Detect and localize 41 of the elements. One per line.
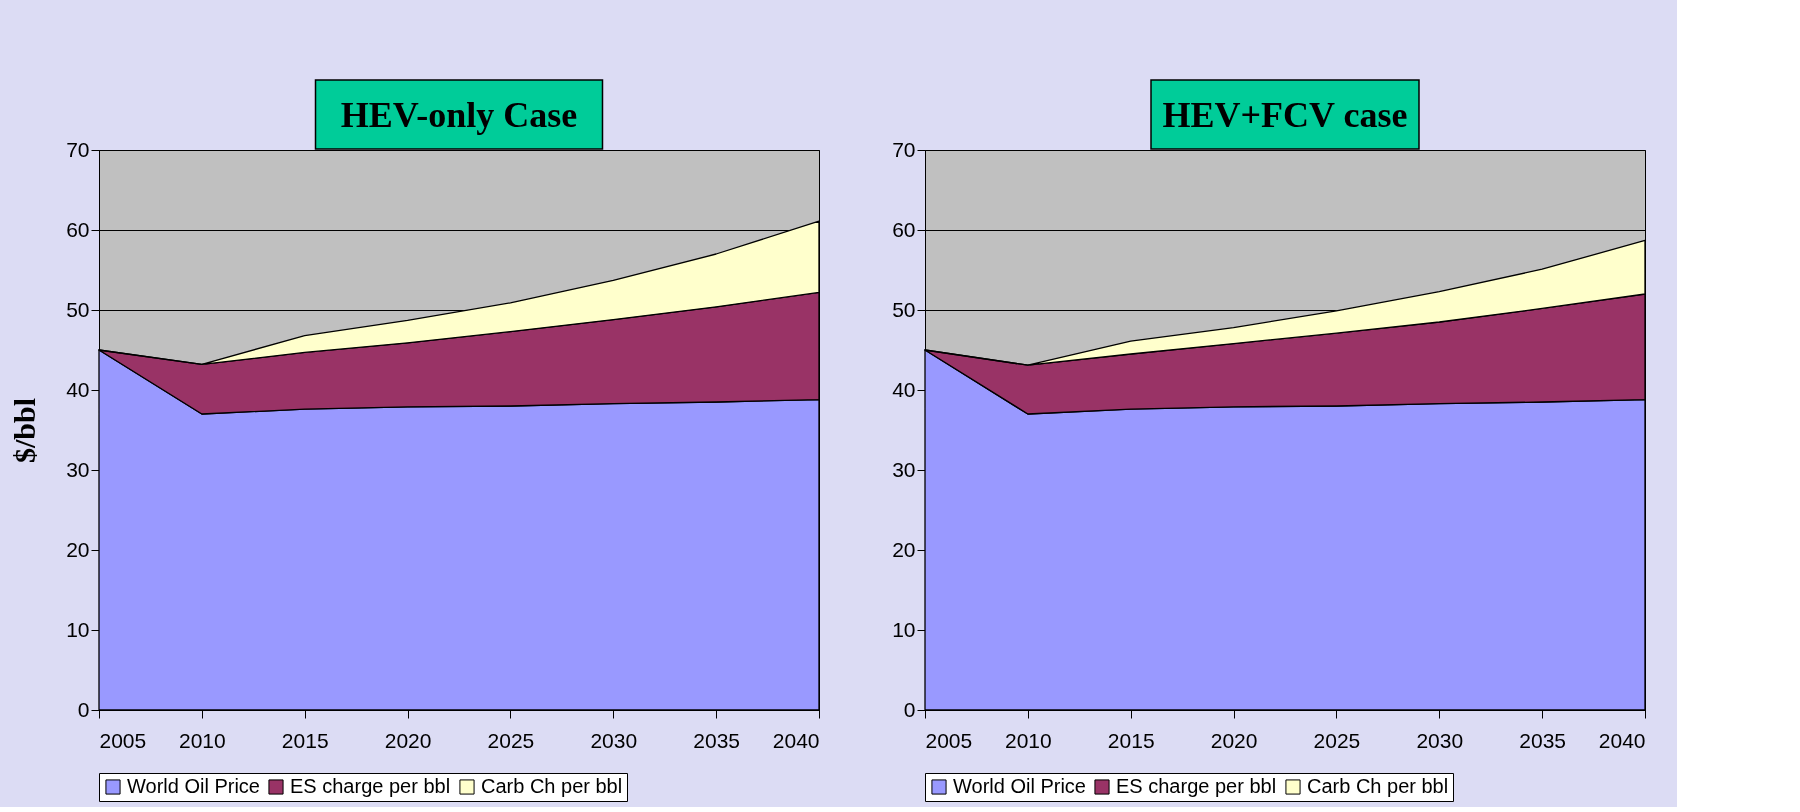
y-tick-label: 20 (66, 537, 90, 561)
x-tick-label: 2010 (1005, 728, 1052, 752)
y-tick-label: 50 (892, 297, 916, 321)
x-tick-label: 2025 (487, 728, 535, 752)
x-tick-label: 2010 (179, 728, 226, 752)
y-tick-label: 70 (66, 137, 90, 161)
legend-label: World Oil Price (127, 775, 260, 797)
y-tick-label: 10 (892, 617, 916, 641)
x-tick-label: 2020 (384, 728, 432, 752)
x-tick-label: 2015 (281, 728, 329, 752)
chart-title: HEV-only Case (340, 95, 578, 135)
legend-label: Carb Ch per bbl (481, 775, 623, 797)
x-tick-label: 2005 (925, 728, 973, 752)
x-tick-label: 2025 (1313, 728, 1361, 752)
x-tick-label: 2005 (99, 728, 147, 752)
y-tick-label: 30 (892, 457, 916, 481)
x-tick-label: 2030 (590, 728, 638, 752)
y-tick-label: 40 (892, 377, 916, 401)
y-tick-label: 60 (66, 217, 90, 241)
y-tick-label: 40 (66, 377, 90, 401)
y-tick-label: 70 (892, 137, 916, 161)
x-tick-label: 2020 (1210, 728, 1258, 752)
y-tick-label: 10 (66, 617, 90, 641)
x-tick-label: 2030 (1416, 728, 1464, 752)
y-tick-label: 0 (77, 697, 90, 721)
x-tick-label: 2035 (1519, 728, 1566, 752)
x-tick-label: 2015 (1107, 728, 1155, 752)
y-axis-title: $/bbl (8, 397, 42, 464)
x-tick-label: 2035 (693, 728, 740, 752)
y-tick-label: 50 (66, 297, 90, 321)
legend-label: Carb Ch per bbl (1307, 775, 1449, 797)
y-tick-label: 30 (66, 457, 90, 481)
y-tick-label: 20 (892, 537, 916, 561)
x-tick-label: 2040 (772, 728, 820, 752)
legend-label: ES charge per bbl (290, 775, 451, 797)
y-tick-label: 60 (892, 217, 916, 241)
x-tick-label: 2040 (1598, 728, 1646, 752)
legend-label: World Oil Price (953, 775, 1086, 797)
chart-title: HEV+FCV case (1162, 95, 1408, 135)
y-tick-label: 0 (903, 697, 916, 721)
legend-label: ES charge per bbl (1116, 775, 1277, 797)
